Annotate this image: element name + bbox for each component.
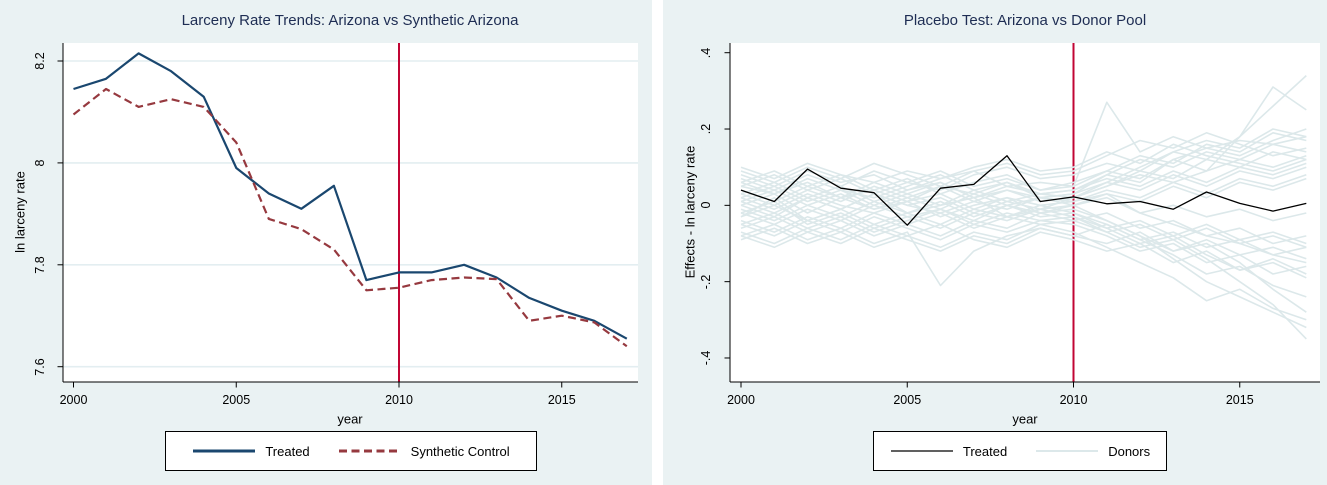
larceny-trends-chart-panel: Larceny Rate Trends: Arizona vs Syntheti… <box>0 0 652 485</box>
legend-label-donors: Donors <box>1108 443 1151 459</box>
x-tick-label: 2015 <box>547 393 576 407</box>
synthetic-control-line-sample <box>338 449 401 453</box>
y-tick-label: 0 <box>699 201 713 209</box>
legend-item-synthetic-control: Synthetic Control <box>338 444 510 459</box>
treated-line-sample <box>890 450 953 452</box>
x-tick-label: 2010 <box>385 393 413 407</box>
legend-label-treated: Treated <box>962 443 1008 459</box>
legend-label-treated: Treated <box>265 443 310 459</box>
legend: Treated Donors <box>873 431 1167 471</box>
y-axis-label: ln larceny rate <box>12 171 28 253</box>
x-tick-label: 2010 <box>1059 393 1088 407</box>
legend-label-synthetic-control: Synthetic Control <box>410 443 510 459</box>
y-tick-label: 8 <box>33 159 47 167</box>
placebo-test-chart-panel: Placebo Test: Arizona vs Donor Pool Effe… <box>663 0 1327 485</box>
x-tick-label: 2015 <box>1225 393 1254 407</box>
y-tick-label: 7.6 <box>33 357 47 376</box>
y-tick-label: 7.8 <box>33 256 47 274</box>
chart-title: Larceny Rate Trends: Arizona vs Syntheti… <box>181 12 519 29</box>
legend-item-treated: Treated <box>192 443 310 459</box>
x-axis-label: year <box>1012 411 1038 427</box>
x-axis-label: year <box>337 411 363 427</box>
x-tick-label: 2000 <box>727 393 755 407</box>
y-tick-label: 8.2 <box>33 52 47 70</box>
y-tick-label: -.2 <box>699 274 713 289</box>
y-axis-label: Effects - ln larceny rate <box>682 145 698 279</box>
treated-line-sample <box>193 449 256 453</box>
legend: Treated Synthetic Control <box>165 431 537 471</box>
donors-line-sample <box>1036 450 1099 452</box>
x-tick-label: 2005 <box>893 393 922 407</box>
y-tick-label: -.4 <box>699 350 713 366</box>
larceny-trends-plot <box>57 43 638 388</box>
y-tick-label: .4 <box>699 47 713 58</box>
legend-item-treated: Treated <box>890 444 1007 459</box>
x-tick-label: 2005 <box>222 393 251 407</box>
legend-item-donors: Donors <box>1035 444 1150 459</box>
placebo-test-plot <box>724 43 1320 388</box>
chart-title: Placebo Test: Arizona vs Donor Pool <box>903 12 1147 29</box>
y-tick-label: .2 <box>699 123 713 135</box>
x-tick-label: 2000 <box>59 393 88 407</box>
